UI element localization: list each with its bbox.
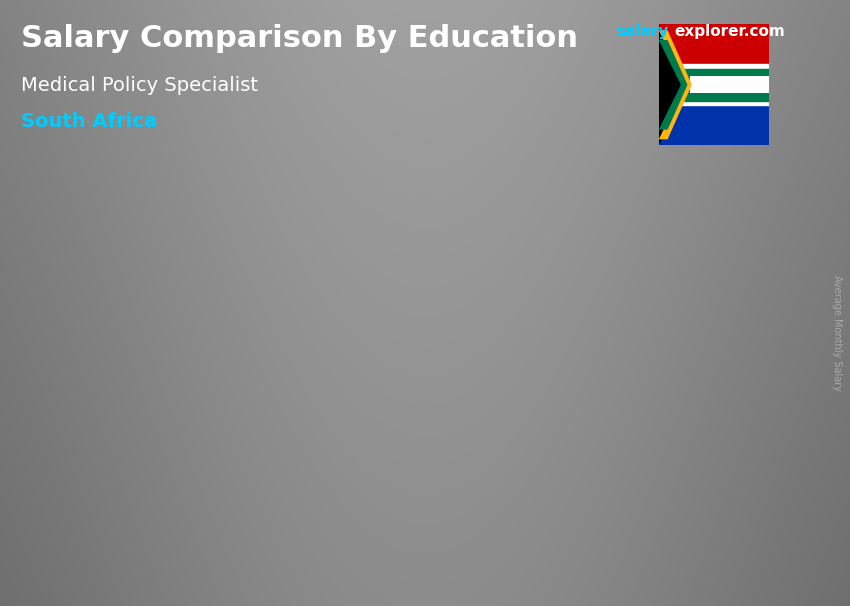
Bar: [659, 24, 769, 64]
Text: salary: salary: [616, 24, 669, 39]
Text: Bachelor's Degree: Bachelor's Degree: [203, 541, 374, 559]
Polygon shape: [337, 379, 369, 530]
Polygon shape: [209, 385, 337, 530]
Text: +93%: +93%: [402, 238, 501, 267]
Text: Average Monthly Salary: Average Monthly Salary: [832, 275, 842, 391]
Bar: [659, 64, 769, 105]
Text: 17,100 ZAR: 17,100 ZAR: [202, 356, 300, 371]
Polygon shape: [524, 251, 654, 530]
Bar: [659, 105, 769, 145]
Text: explorer.com: explorer.com: [674, 24, 785, 39]
Polygon shape: [209, 379, 369, 385]
Polygon shape: [524, 244, 685, 251]
Polygon shape: [654, 244, 685, 530]
Polygon shape: [659, 24, 689, 145]
Text: South Africa: South Africa: [21, 112, 157, 131]
Text: 33,100 ZAR: 33,100 ZAR: [695, 223, 793, 238]
Bar: [659, 69, 769, 101]
Polygon shape: [689, 76, 769, 93]
Text: Master's Degree: Master's Degree: [528, 541, 682, 559]
Text: Salary Comparison By Education: Salary Comparison By Education: [21, 24, 578, 53]
Polygon shape: [659, 40, 688, 130]
Text: Medical Policy Specialist: Medical Policy Specialist: [21, 76, 258, 95]
Polygon shape: [659, 30, 692, 139]
